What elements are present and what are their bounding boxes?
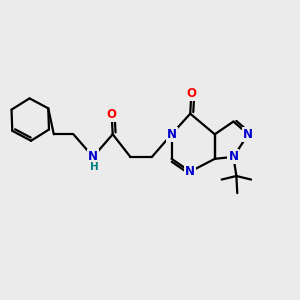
- Text: N: N: [185, 165, 195, 178]
- Text: N: N: [228, 150, 239, 164]
- Text: N: N: [167, 128, 177, 141]
- Text: N: N: [88, 150, 98, 164]
- Text: H: H: [90, 162, 99, 172]
- Text: O: O: [107, 108, 117, 121]
- Text: O: O: [186, 88, 196, 100]
- Text: N: N: [243, 128, 253, 141]
